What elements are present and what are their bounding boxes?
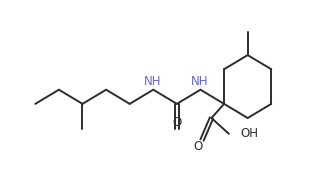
Text: O: O <box>194 141 203 153</box>
Text: OH: OH <box>241 127 259 140</box>
Text: NH: NH <box>144 75 161 88</box>
Text: O: O <box>172 116 181 129</box>
Text: NH: NH <box>191 75 209 88</box>
